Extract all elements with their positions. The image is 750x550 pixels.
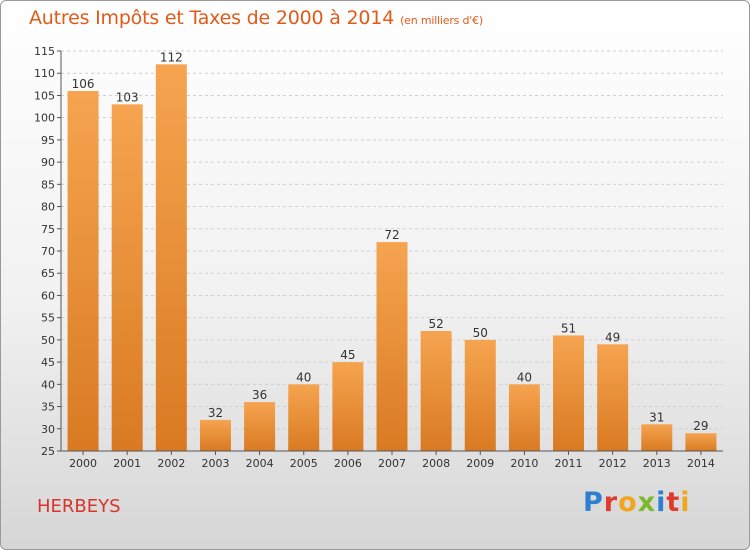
data-label: 40: [296, 370, 311, 384]
data-label: 32: [208, 406, 223, 420]
bar-2011: [553, 335, 585, 451]
x-tick-label: 2000: [69, 457, 97, 470]
data-label: 36: [252, 388, 267, 402]
y-tick-label: 40: [41, 378, 55, 391]
y-tick-label: 30: [41, 423, 55, 436]
x-axis: 2000 2001 2002 2003 2004 2005 2006 2007 2008 2009…: [61, 450, 723, 470]
logo-letter: i: [656, 487, 667, 518]
bar-2012: [597, 344, 629, 451]
y-tick-label: 90: [41, 156, 55, 169]
y-tick-label: 45: [41, 356, 55, 369]
x-tick-label: 2014: [687, 457, 715, 470]
data-label: 103: [116, 90, 139, 104]
bar-2010: [508, 384, 540, 451]
bar-2004: [244, 402, 276, 451]
bar-2000: [67, 91, 99, 451]
y-tick-label: 115: [34, 45, 55, 58]
bar-2008: [420, 331, 452, 451]
data-label: 51: [561, 321, 576, 335]
x-tick-label: 2005: [290, 457, 318, 470]
y-tick-label: 95: [41, 134, 55, 147]
x-tick-label: 2012: [599, 457, 627, 470]
proxiti-logo: Proxiti: [583, 487, 691, 518]
y-tick-label: 50: [41, 334, 55, 347]
chart-title: Autres Impôts et Taxes de 2000 à 2014 (en…: [29, 7, 483, 29]
data-label: 50: [473, 326, 488, 340]
y-tick-label: 80: [41, 201, 55, 214]
x-tick-label: 2010: [510, 457, 538, 470]
data-label: 112: [160, 50, 183, 64]
chart-title-text: Autres Impôts et Taxes de 2000 à 2014: [29, 7, 395, 29]
data-label: 52: [428, 317, 443, 331]
logo-letter: r: [603, 487, 619, 518]
y-tick-label: 85: [41, 178, 55, 191]
data-label: 40: [517, 370, 532, 384]
bar-2005: [288, 384, 320, 451]
x-tick-label: 2001: [113, 457, 141, 470]
x-tick-label: 2003: [201, 457, 229, 470]
x-tick-label: 2008: [422, 457, 450, 470]
data-label: 106: [72, 77, 95, 91]
y-tick-label: 25: [41, 445, 55, 458]
commune-name: HERBEYS: [37, 496, 121, 517]
y-tick-label: 65: [41, 267, 55, 280]
y-tick-label: 35: [41, 401, 55, 414]
y-tick-label: 70: [41, 245, 55, 258]
y-tick-label: 110: [34, 67, 55, 80]
bar-2014: [685, 433, 717, 451]
logo-letter: P: [583, 487, 604, 518]
bar-2003: [199, 419, 231, 451]
data-label: 29: [693, 419, 708, 433]
bar-2002: [155, 64, 187, 452]
y-axis: 25 30 35 40 45 50 55 60 65 70 75 80 85 90 95 100 105 110 1…: [34, 45, 62, 458]
bar-2001: [111, 104, 143, 451]
logo-letter: o: [618, 487, 638, 518]
bar-2007: [376, 242, 408, 451]
bar-2006: [332, 362, 364, 451]
logo-letter: t: [666, 487, 681, 518]
x-tick-label: 2007: [378, 457, 406, 470]
data-label: 49: [605, 330, 620, 344]
x-tick-label: 2013: [643, 457, 671, 470]
y-tick-label: 60: [41, 289, 55, 302]
x-tick-label: 2009: [466, 457, 494, 470]
bar-2009: [464, 339, 496, 451]
x-tick-label: 2011: [555, 457, 583, 470]
bar-2013: [641, 424, 673, 451]
data-label: 72: [384, 228, 399, 242]
y-tick-label: 105: [34, 89, 55, 102]
data-label: 45: [340, 348, 355, 362]
data-label: 31: [649, 410, 664, 424]
x-tick-label: 2002: [157, 457, 185, 470]
x-tick-label: 2004: [246, 457, 274, 470]
y-tick-label: 55: [41, 312, 55, 325]
y-tick-label: 75: [41, 223, 55, 236]
logo-letter: x: [637, 487, 657, 518]
bars: 106 103 112 32 36 40 45 72 52 50 40 51 49 31 29: [67, 50, 717, 452]
y-tick-label: 100: [34, 112, 55, 125]
logo-letter: i: [680, 487, 691, 518]
x-tick-label: 2006: [334, 457, 362, 470]
chart-subtitle: (en milliers d'€): [400, 14, 483, 27]
